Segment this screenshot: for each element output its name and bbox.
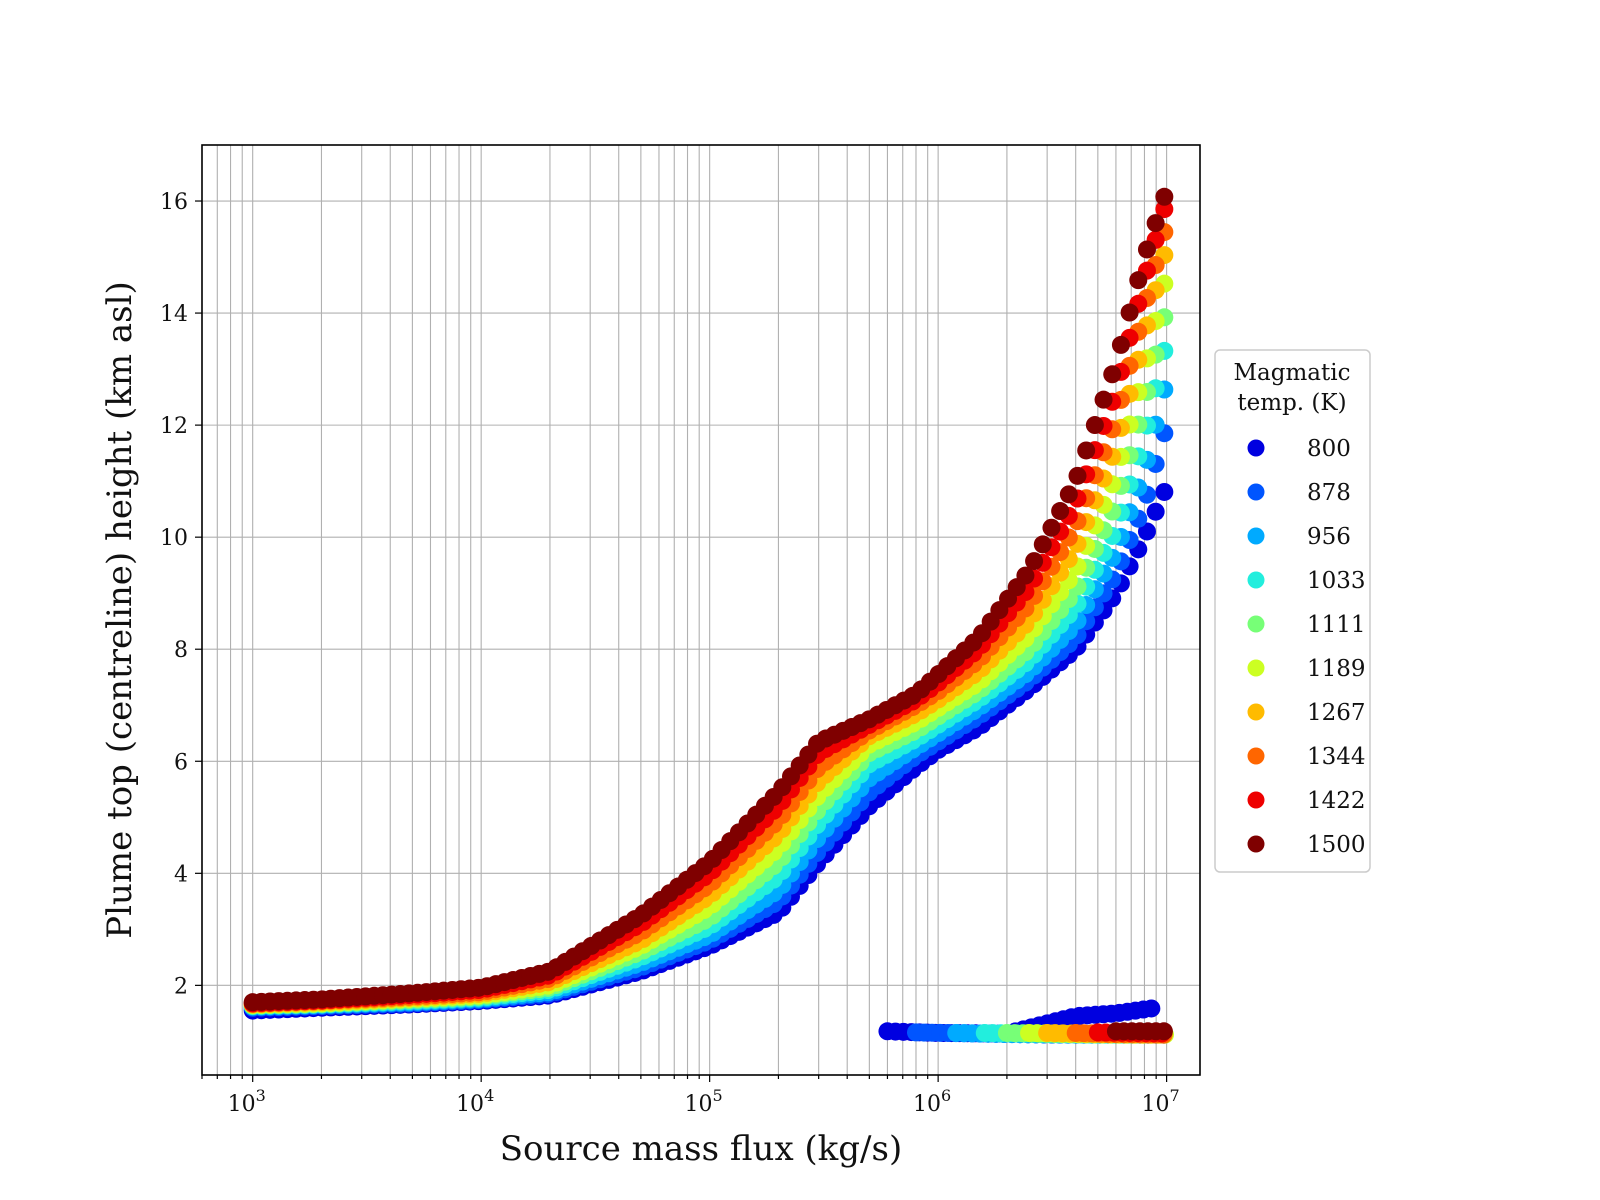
- point-series-1500: [1146, 214, 1165, 233]
- x-axis-title: Source mass flux (kg/s): [500, 1129, 902, 1169]
- y-tick-label: 12: [160, 414, 188, 439]
- point-series-800: [1146, 502, 1165, 521]
- legend-marker-1033: [1247, 571, 1265, 589]
- legend-marker-1267: [1247, 703, 1265, 721]
- point-branch-800: [1142, 999, 1161, 1018]
- legend-marker-1189: [1247, 659, 1265, 677]
- legend-marker-956: [1247, 527, 1265, 545]
- y-tick-label: 16: [160, 190, 188, 215]
- legend-marker-878: [1247, 483, 1265, 501]
- point-series-1500: [1025, 552, 1044, 571]
- point-series-800: [1137, 522, 1156, 541]
- point-series-1500: [1155, 187, 1174, 206]
- x-tick-label: 107: [1142, 1086, 1180, 1117]
- legend-marker-1344: [1247, 747, 1265, 765]
- legend-label-800: 800: [1307, 436, 1351, 462]
- legend-label-1344: 1344: [1307, 744, 1366, 770]
- point-series-1500: [1051, 502, 1070, 521]
- plot-frame: [201, 144, 1201, 1076]
- x-tick-label: 105: [685, 1086, 723, 1117]
- y-tick-label: 2: [174, 974, 188, 999]
- y-tick-label: 8: [174, 638, 188, 663]
- point-series-1500: [1016, 566, 1035, 585]
- legend: Magmatic temp. (K) 800 878 956 1033 1111 1189…: [1214, 349, 1371, 873]
- point-branch-1500: [1154, 1022, 1173, 1041]
- legend-label-878: 878: [1307, 480, 1351, 506]
- legend-box: [1214, 349, 1371, 873]
- legend-label-1500: 1500: [1307, 832, 1366, 858]
- point-series-1500: [1103, 365, 1122, 384]
- y-tick-label: 6: [174, 750, 188, 775]
- scatter-points: [243, 187, 1174, 1044]
- point-series-1500: [1111, 335, 1130, 354]
- point-series-1422: [1155, 200, 1174, 219]
- legend-label-956: 956: [1307, 524, 1351, 550]
- point-series-1500: [1094, 390, 1113, 409]
- legend-marker-1111: [1247, 615, 1265, 633]
- legend-label-1422: 1422: [1307, 788, 1366, 814]
- x-tick-label: 104: [456, 1086, 494, 1117]
- axis-ticks: 103 104 105 106 107 2 4 6 8 10 12 14 16: [160, 190, 1180, 1117]
- legend-entries: 800 878 956 1033 1111 1189 1267 1344 1422 1500: [1247, 436, 1366, 858]
- point-series-1500: [1059, 485, 1078, 504]
- point-series-1500: [1068, 466, 1087, 485]
- legend-label-1111: 1111: [1307, 612, 1366, 638]
- legend-label-1189: 1189: [1307, 656, 1366, 682]
- legend-marker-1422: [1247, 791, 1265, 809]
- point-series-800: [1155, 482, 1174, 501]
- y-axis-title: Plume top (centreline) height (km asl): [100, 281, 140, 939]
- point-series-1500: [1033, 535, 1052, 554]
- legend-label-1033: 1033: [1307, 568, 1366, 594]
- legend-title-line-2: temp. (K): [1237, 390, 1346, 416]
- y-tick-label: 14: [160, 302, 188, 327]
- point-series-1500: [1085, 416, 1104, 435]
- legend-title-line-1: Magmatic: [1234, 360, 1351, 386]
- x-tick-label: 106: [913, 1086, 951, 1117]
- x-tick-label: 103: [228, 1086, 266, 1117]
- legend-marker-800: [1247, 439, 1265, 457]
- legend-marker-1500: [1247, 835, 1265, 853]
- point-series-1500: [1077, 441, 1096, 460]
- point-series-1500: [1129, 271, 1148, 290]
- point-series-1500: [1042, 518, 1061, 537]
- y-tick-label: 4: [174, 862, 188, 887]
- y-tick-label: 10: [160, 526, 188, 551]
- point-series-1500: [1137, 240, 1156, 259]
- legend-label-1267: 1267: [1307, 700, 1366, 726]
- point-series-1500: [1120, 303, 1139, 322]
